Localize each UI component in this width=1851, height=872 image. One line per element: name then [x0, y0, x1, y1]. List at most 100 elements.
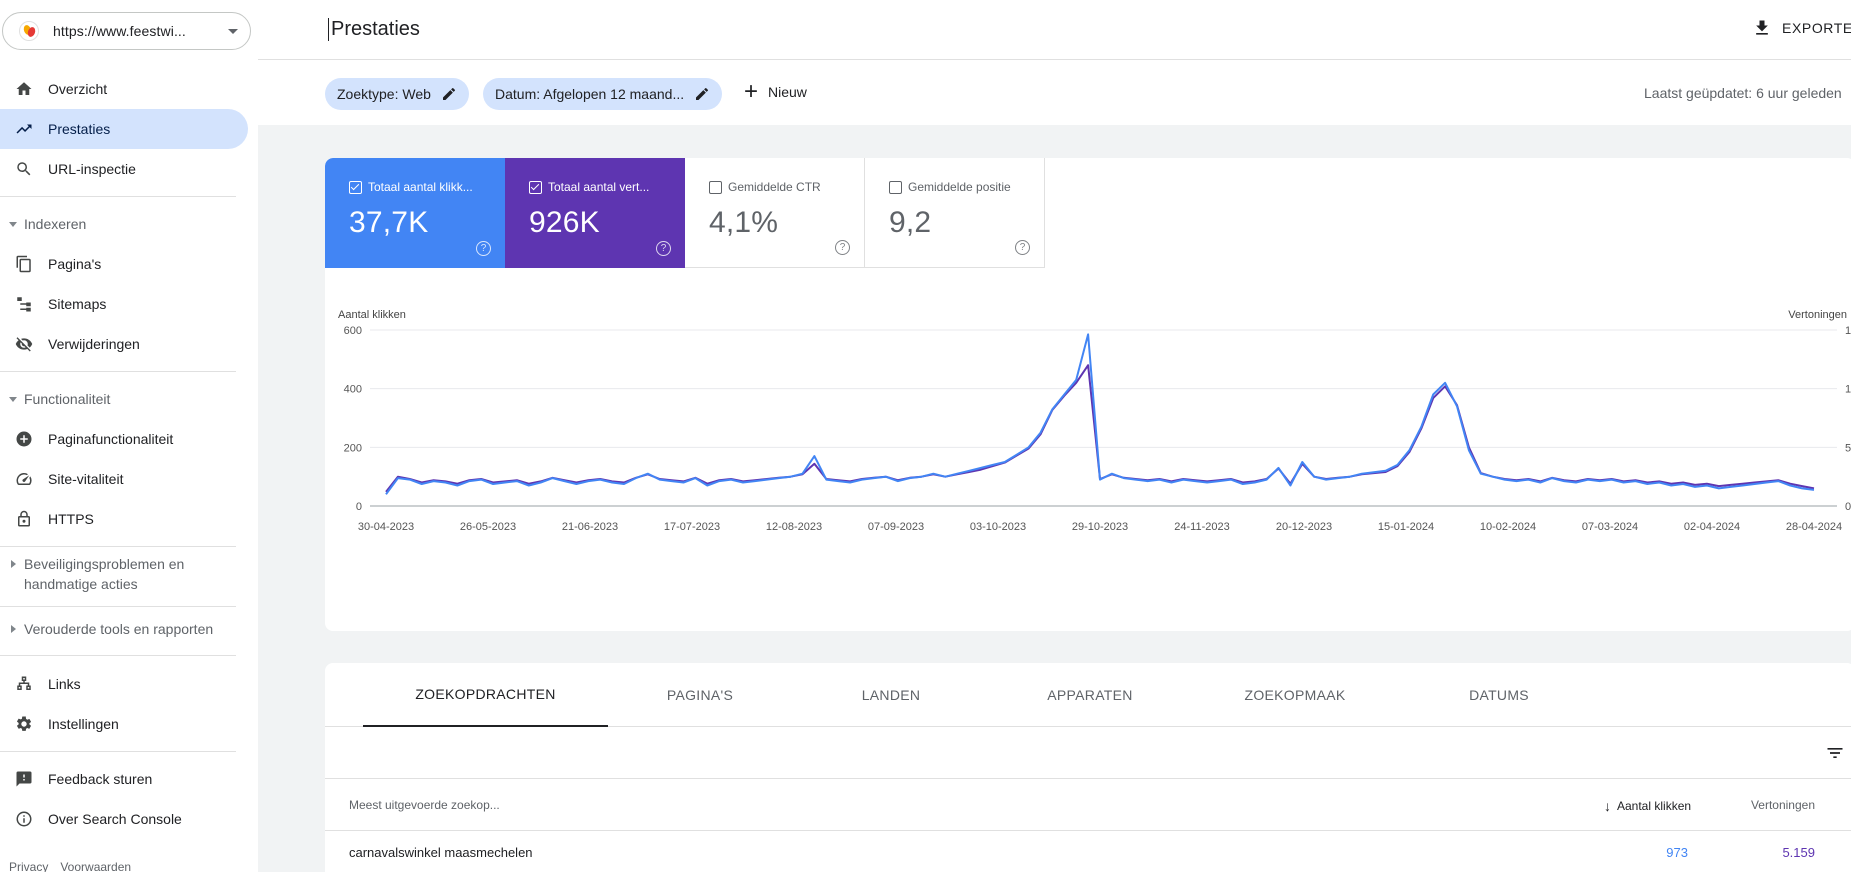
nav-item-links[interactable]: Links: [0, 664, 248, 704]
x-tick: 20-12-2023: [1276, 521, 1332, 533]
metric-value: 9,2: [889, 206, 932, 239]
section-beveiligingsproblemen[interactable]: Beveiligingsproblemen en handmatige acti…: [0, 554, 218, 594]
plus-circle-icon: [14, 429, 34, 449]
tab-pagina-s[interactable]: PAGINA'S: [666, 687, 734, 703]
section-functionaliteit[interactable]: Functionaliteit: [0, 389, 248, 409]
filter-icon[interactable]: [1825, 743, 1845, 763]
section-verouderde-tools[interactable]: Verouderde tools en rapporten: [0, 619, 248, 639]
divider: [0, 751, 236, 752]
home-icon: [14, 79, 34, 99]
edit-icon: [696, 87, 709, 100]
last-updated-text: Laatst geüpdatet: 6 uur geleden: [1644, 85, 1842, 101]
tab-zoekopdrachten[interactable]: ZOEKOPDRACHTEN: [363, 663, 608, 727]
metric-impressions[interactable]: Totaal aantal vert... 926K ?: [505, 158, 685, 268]
section-title: Indexeren: [24, 216, 87, 232]
expand-arrow-icon: [6, 619, 20, 639]
filter-chip-search-type[interactable]: Zoektype: Web: [325, 78, 469, 110]
metric-label: Gemiddelde positie: [908, 180, 1011, 194]
nav-item-label: Instellingen: [48, 716, 119, 732]
checkbox-checked-icon[interactable]: [349, 180, 362, 194]
chip-label: Datum: Afgelopen 12 maand...: [495, 86, 685, 102]
nav-item-over-search-console[interactable]: Over Search Console: [0, 799, 248, 839]
y-axis-right-title: Vertoningen: [1788, 309, 1847, 321]
series-line-clicks: [385, 333, 1815, 495]
table-filter-row: [325, 727, 1851, 779]
checkbox-unchecked-icon[interactable]: [889, 180, 902, 194]
section-title: Beveiligingsproblemen en handmatige acti…: [24, 556, 185, 592]
checkbox-checked-icon[interactable]: [529, 180, 542, 194]
tab-zoekopmaak[interactable]: ZOEKOPMAAK: [1244, 687, 1346, 703]
eye-off-icon: [14, 334, 34, 354]
nav-item-https[interactable]: HTTPS: [0, 499, 248, 539]
privacy-link[interactable]: Privacy: [9, 860, 49, 872]
y-axis-left-title: Aantal klikken: [338, 309, 406, 321]
checkbox-unchecked-icon[interactable]: [709, 180, 722, 194]
tab-apparaten[interactable]: APPARATEN: [1047, 687, 1133, 703]
table-row[interactable]: carnavalswinkel maasmechelen 973 5.159: [325, 831, 1851, 872]
metric-ctr[interactable]: Gemiddelde CTR 4,1% ?: [685, 158, 865, 268]
nav-item-sitemaps[interactable]: Sitemaps: [0, 284, 248, 324]
metric-label: Totaal aantal vert...: [548, 180, 650, 194]
property-selector[interactable]: https://www.feestwi...: [2, 12, 251, 50]
plus-icon: +: [744, 78, 759, 105]
divider: [0, 606, 236, 607]
y-tick-left: 0: [356, 501, 362, 513]
nav-item-site-vitaliteit[interactable]: Site-vitaliteit: [0, 459, 248, 499]
nav-item-overzicht[interactable]: Overzicht: [0, 69, 248, 109]
x-tick: 17-07-2023: [664, 521, 720, 533]
page-header: Prestaties EXPORTEREN: [258, 0, 1851, 60]
pages-icon: [14, 254, 34, 274]
metric-value: 37,7K: [349, 206, 429, 239]
nav-item-paginas[interactable]: Pagina's: [0, 244, 248, 284]
metric-value: 926K: [529, 206, 600, 239]
y-tick-left: 200: [344, 442, 362, 454]
row-clicks: 973: [1666, 845, 1688, 860]
nav-item-prestaties[interactable]: Prestaties: [0, 109, 248, 149]
y-tick-left: 400: [344, 384, 362, 396]
nav-item-label: Pagina's: [48, 256, 102, 272]
nav-item-paginafunctionaliteit[interactable]: Paginafunctionaliteit: [0, 419, 248, 459]
tab-landen[interactable]: LANDEN: [861, 687, 921, 703]
nav-item-instellingen[interactable]: Instellingen: [0, 704, 248, 744]
new-filter-button[interactable]: + Nieuw: [744, 78, 807, 105]
nav-item-verwijderingen[interactable]: Verwijderingen: [0, 324, 248, 364]
filter-chip-date[interactable]: Datum: Afgelopen 12 maand...: [483, 78, 723, 110]
collapse-arrow-icon: [6, 389, 20, 409]
tab-datums[interactable]: DATUMS: [1469, 687, 1529, 703]
y-tick-left: 600: [344, 325, 362, 337]
metric-position[interactable]: Gemiddelde positie 9,2 ?: [865, 158, 1045, 268]
expand-arrow-icon: [6, 554, 20, 574]
help-icon[interactable]: ?: [835, 240, 850, 255]
property-url: https://www.feestwi...: [53, 23, 186, 39]
sitemap-icon: [14, 294, 34, 314]
column-header-query[interactable]: Meest uitgevoerde zoekop...: [349, 798, 500, 812]
nav-item-label: Feedback sturen: [48, 771, 153, 787]
help-icon[interactable]: ?: [1015, 240, 1030, 255]
y-tick-right: 15K: [1845, 325, 1851, 337]
y-tick-right: 0: [1845, 501, 1851, 513]
x-tick: 30-04-2023: [358, 521, 414, 533]
terms-link[interactable]: Voorwaarden: [60, 860, 132, 872]
divider: [0, 546, 236, 547]
metric-clicks[interactable]: Totaal aantal klikk... 37,7K ?: [325, 158, 505, 268]
sidebar: https://www.feestwi... Overzicht Prestat…: [0, 0, 258, 872]
nav-item-url-inspectie[interactable]: URL-inspectie: [0, 149, 248, 189]
y-tick-right: 10K: [1845, 384, 1851, 396]
nav-item-label: Site-vitaliteit: [48, 471, 124, 487]
performance-chart[interactable]: Aantal klikken Vertoningen 600 15K 400 10K 200…: [325, 288, 1851, 631]
nav-item-label: Paginafunctionaliteit: [48, 431, 174, 447]
collapse-arrow-icon: [6, 214, 20, 234]
page-title: Prestaties: [328, 18, 420, 41]
new-filter-label: Nieuw: [768, 84, 807, 100]
x-tick: 28-04-2024: [1786, 521, 1842, 533]
section-indexeren[interactable]: Indexeren: [0, 214, 248, 234]
main-content: Prestaties EXPORTEREN Zoektype: Web Datu…: [258, 0, 1851, 872]
nav-item-label: Sitemaps: [48, 296, 107, 312]
help-icon[interactable]: ?: [476, 241, 491, 256]
nav-item-feedback[interactable]: Feedback sturen: [0, 759, 248, 799]
help-icon[interactable]: ?: [656, 241, 671, 256]
export-label: EXPORTEREN: [1782, 20, 1851, 36]
column-header-clicks[interactable]: ↓ Aantal klikken: [1604, 798, 1691, 814]
column-header-impressions[interactable]: Vertoningen: [1750, 798, 1815, 812]
export-button[interactable]: EXPORTEREN: [1752, 18, 1851, 38]
